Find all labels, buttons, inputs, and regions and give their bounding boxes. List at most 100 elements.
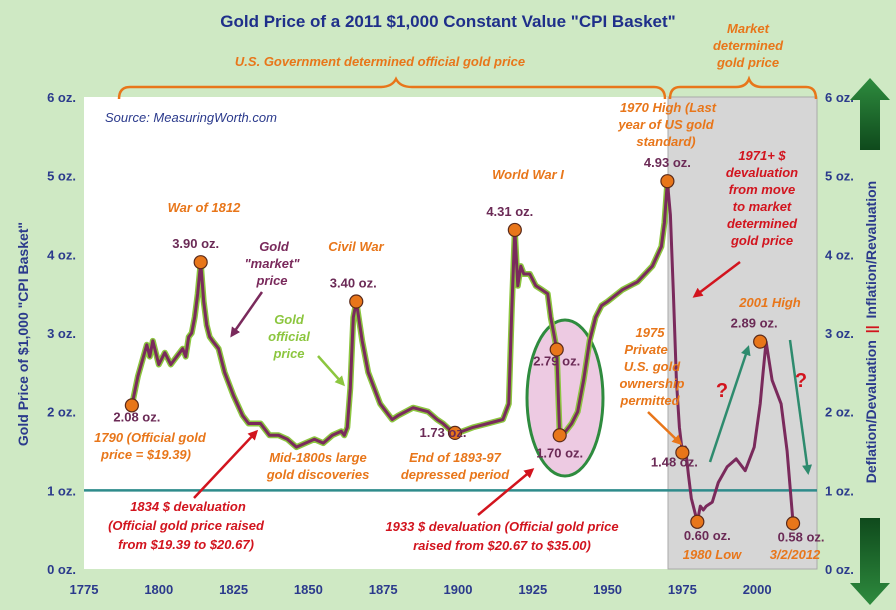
gov-brace [117,76,667,100]
market-label-line2: determined [713,38,784,53]
x-tick-label: 1850 [294,582,323,597]
gov-region-label: U.S. Government determined official gold… [235,54,525,69]
annotation-1834-line2: (Official gold price raised [108,518,265,533]
y-tick-label-left: 6 oz. [47,90,76,105]
data-point-marker [753,334,768,349]
y-tick-label-right: 2 oz. [825,405,854,420]
annotation-gold-official-1: Gold [274,312,305,327]
annotation-1980-low: 1980 Low [683,547,742,562]
annotation-1790-line2: price = $19.39) [100,447,191,462]
annotation-1971-line5: determined [727,216,798,231]
x-tick-label: 1800 [144,582,173,597]
inflation-up-arrow-icon [850,78,890,150]
arrow-1834 [193,429,259,499]
annotation-1975-line2: Private [624,342,667,357]
y-tick-label-left: 4 oz. [47,247,76,262]
annotation-war-1812: War of 1812 [168,200,242,215]
data-point-marker [349,294,364,309]
x-tick-label: 1875 [369,582,398,597]
deflation-down-arrow-icon [850,518,890,605]
annotation-1790-line1: 1790 (Official gold [94,430,207,445]
annotation-1975-line5: permitted [619,393,680,408]
arrow-gold-official [317,355,345,387]
data-point-label: 1.48 oz. [651,455,698,470]
y-axis-right-title: Deflation/Devaluation || Inflation/Reval… [863,181,879,483]
annotation-1834-line3: from $19.39 to $20.67) [118,537,254,552]
annotation-mid1800-line1: Mid-1800s large [269,450,367,465]
y-tick-label-left: 2 oz. [47,405,76,420]
question-mark-2: ? [795,370,807,392]
annotation-1971-line4: to market [733,199,792,214]
data-point-label: 2.79 oz. [533,354,580,369]
y-tick-label-right: 1 oz. [825,483,854,498]
annotation-1971-line6: gold price [730,233,793,248]
x-tick-label: 2000 [743,582,772,597]
chart-title: Gold Price of a 2011 $1,000 Constant Val… [220,12,675,31]
annotation-1975-line4: ownership [619,376,684,391]
annotation-ww1: World War I [492,167,564,182]
question-mark-1: ? [716,380,728,402]
data-point-marker [549,342,564,357]
annotation-1933-line2: raised from $20.67 to $35.00) [413,538,591,553]
annotation-1970-high-line1: 1970 High (Last [620,100,717,115]
data-point-marker [507,222,522,238]
data-point-marker [193,255,208,270]
series-market-line [130,179,795,524]
x-tick-label: 1925 [518,582,547,597]
right-title-deflation: Deflation/Devaluation [863,340,879,483]
y-tick-label-left: 1 oz. [47,483,76,498]
annotation-gold-official-2: official [268,329,310,344]
annotation-1970-high-line3: standard) [636,134,695,149]
arrow-1975 [647,411,683,446]
arrow-gold-market [230,291,264,338]
data-point-label: 0.58 oz. [778,529,825,544]
y-tick-label-left: 5 oz. [47,169,76,184]
data-point-label: 4.93 oz. [644,155,691,170]
source-note: Source: MeasuringWorth.com [105,110,277,125]
annotation-1975-line3: U.S. gold [624,359,681,374]
market-label-line3: gold price [716,55,779,70]
data-point-label: 0.60 oz. [684,528,731,543]
annotation-1971-line1: 1971+ $ [738,148,786,163]
annotation-1971-line3: from move [729,182,795,197]
y-axis-right: 0 oz. 1 oz. 2 oz. 3 oz. 4 oz. 5 oz. 6 oz. [825,90,854,577]
trend-arrow-up [708,345,751,463]
arrow-1933 [477,468,535,516]
y-axis-left: 0 oz. 1 oz. 2 oz. 3 oz. 4 oz. 5 oz. 6 oz. [47,90,76,577]
x-tick-label: 1900 [444,582,473,597]
data-points: 2.08 oz. 3.90 oz. 3.40 oz. 1.73 oz. 4.31 oz.… [113,155,824,544]
y-tick-label-right: 6 oz. [825,90,854,105]
trend-arrow-down [788,339,813,475]
y-tick-label-left: 3 oz. [47,326,76,341]
y-tick-label-left: 0 oz. [47,562,76,577]
annotation-gold-market-1: Gold [259,239,290,254]
data-point-label: 2.89 oz. [731,316,778,331]
y-tick-label-right: 0 oz. [825,562,854,577]
data-point-label: 1.70 oz. [536,445,583,460]
annotation-gold-official-3: price [272,346,304,361]
annotation-1834-line1: 1834 $ devaluation [130,499,246,514]
right-title-inflation: Inflation/Revaluation [863,181,879,319]
x-tick-label: 1775 [70,582,99,597]
svg-text:Deflation/Devaluation ||: Deflation/Devaluation || Inflation/Reval… [863,181,879,483]
annotation-end1893-line1: End of 1893-97 [409,450,502,465]
data-point-label: 1.73 oz. [420,425,467,440]
y-tick-label-right: 5 oz. [825,169,854,184]
market-label-line1: Market [727,21,770,36]
x-tick-label: 1950 [593,582,622,597]
data-point-marker [785,516,801,531]
annotation-1975-line1: 1975 [636,325,666,340]
data-point-label: 3.90 oz. [172,236,219,251]
x-tick-label: 1975 [668,582,697,597]
arrow-1971 [692,261,741,298]
data-point-marker [660,174,675,189]
annotation-2001-high: 2001 High [738,295,800,310]
right-title-separator: || [863,325,879,333]
data-point-marker [690,514,705,529]
annotation-end1893-line2: depressed period [401,467,510,482]
x-tick-label: 1825 [219,582,248,597]
annotation-1933-line1: 1933 $ devaluation (Official gold price [385,519,618,534]
data-point-label: 4.31 oz. [486,204,533,219]
annotation-mid1800-line2: gold discoveries [266,467,370,482]
